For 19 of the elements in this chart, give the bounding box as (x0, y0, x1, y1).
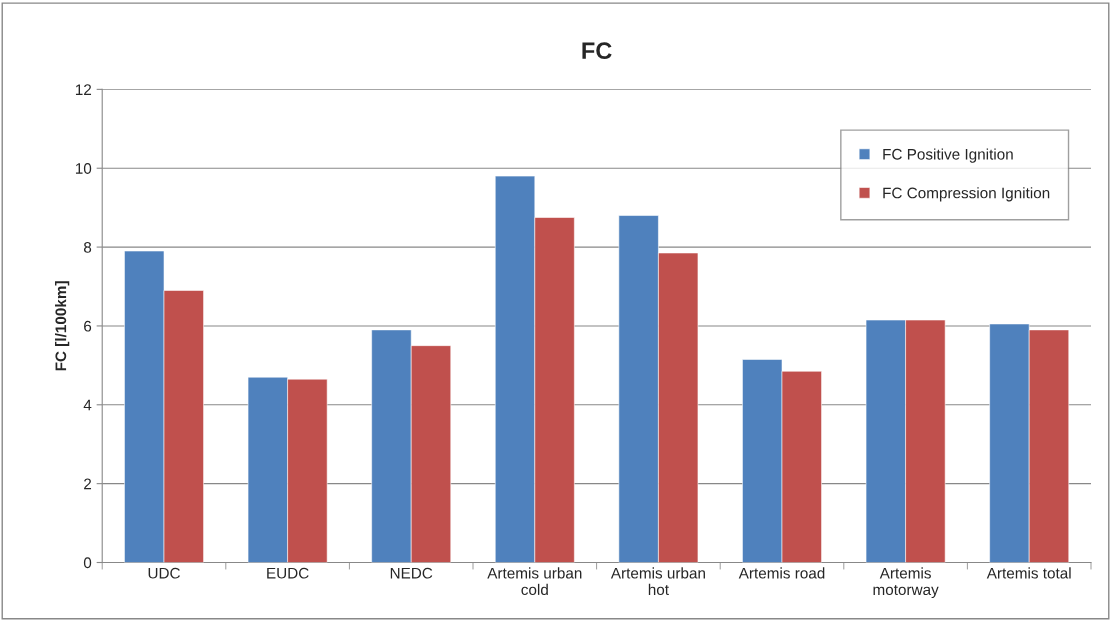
x-tick-label: Artemis total (986, 567, 1071, 579)
legend-label: FC Positive Ignition (883, 148, 1013, 163)
y-tick-label: 10 (75, 163, 92, 174)
y-tick-label: 8 (83, 241, 92, 253)
x-tick-label: UDC (148, 567, 180, 579)
y-tick-label: 12 (75, 84, 92, 95)
y-tick-label: 6 (84, 320, 92, 332)
y-tick-label: 2 (84, 478, 92, 490)
y-tick-label: 0 (83, 557, 92, 569)
x-tick-label: Artemis urban hot (610, 567, 705, 596)
y-axis-title: FC [l/100km] (55, 281, 70, 371)
x-tick-label: Artemis motorway (873, 567, 939, 599)
chart-title: FC (582, 42, 612, 60)
y-tick-label: 4 (83, 399, 92, 411)
x-tick-label: NEDC (390, 567, 433, 579)
x-tick-label: Artemis urban cold (487, 567, 582, 596)
legend-label: FC Compression Ignition (883, 187, 1050, 202)
x-tick-label: Artemis road (738, 567, 825, 579)
x-tick-label: EUDC (267, 567, 309, 579)
